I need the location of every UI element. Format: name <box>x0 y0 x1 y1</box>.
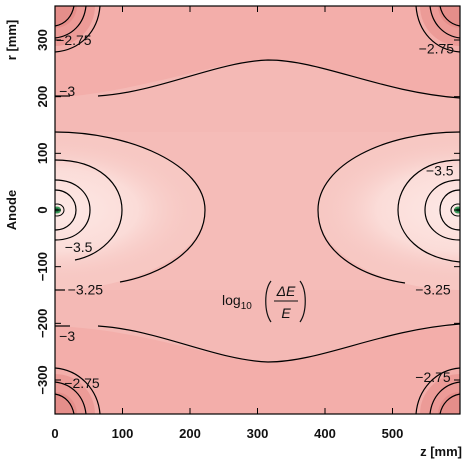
contour-minus-2-75-bottom-left <box>55 367 101 414</box>
quantity-prefix: log <box>222 292 241 308</box>
contour-minus-2-75-top-left <box>55 6 101 53</box>
contour-minus-2-75-top-right <box>415 6 460 53</box>
quantity-numerator: ΔE <box>276 283 296 299</box>
contour-minus-3-5-right <box>397 159 460 263</box>
contour-lines <box>55 6 460 414</box>
contour-minus-3-25-right <box>317 131 460 284</box>
contour-minus-2-75-bottom-right <box>415 367 460 414</box>
y-tick-label: −300 <box>35 365 50 394</box>
contour-label: −3.5 <box>426 162 454 178</box>
y-tick-label: 300 <box>35 29 50 51</box>
contour-minus-3-25-left <box>55 131 206 283</box>
y-tick-label: −100 <box>35 252 50 281</box>
x-tick-label: 500 <box>382 426 404 441</box>
contour-label: −2.75 <box>64 375 100 391</box>
contour-label: −3.25 <box>415 281 451 297</box>
x-tick-label: 100 <box>112 426 134 441</box>
x-tick-label: 300 <box>247 426 269 441</box>
contour-minus-3-5-left <box>55 159 123 261</box>
svg-text:log10: log10 <box>222 292 252 312</box>
quantity-denominator: E <box>281 305 291 321</box>
contour-label: −2.75 <box>419 41 455 57</box>
y-tick-label: 100 <box>35 142 50 164</box>
contour-label: −3.25 <box>68 281 104 297</box>
region-minus-3 <box>55 60 460 362</box>
x-tick-label: 400 <box>314 426 336 441</box>
x-axis-title: z [mm] <box>420 444 462 459</box>
y-tick-label: 200 <box>35 86 50 108</box>
quantity-subscript: 10 <box>241 301 253 312</box>
contour-label: −2.75 <box>56 32 92 48</box>
y-axis-title-anode: Anode <box>4 190 19 230</box>
contour-minus-3-lower <box>97 323 460 363</box>
contour-minus-3-upper <box>97 59 460 99</box>
contour-label: −3.5 <box>65 239 93 255</box>
contour-label: −2.75 <box>415 369 451 385</box>
quantity-label: log10 ΔE E <box>222 280 306 323</box>
contour-label: −3 <box>59 83 75 99</box>
contour-label: −3 <box>59 328 75 344</box>
y-tick-label: −200 <box>35 309 50 338</box>
y-axis-title-units: r [mm] <box>4 20 19 60</box>
x-tick-label: 0 <box>51 426 58 441</box>
y-tick-label: 0 <box>35 206 50 213</box>
x-tick-label: 200 <box>179 426 201 441</box>
